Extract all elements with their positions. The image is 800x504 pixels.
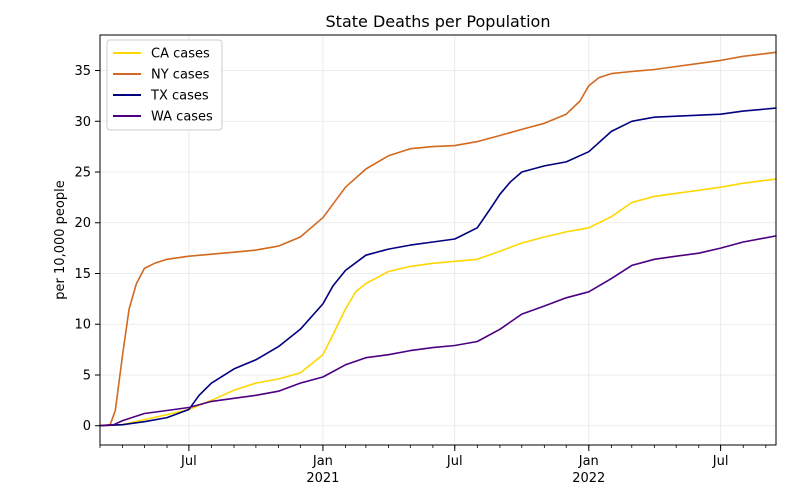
plot-frame — [99, 34, 777, 446]
y-tick-label: 25 — [74, 166, 91, 181]
grid-lines — [100, 35, 776, 445]
x-tick-year-label: 2022 — [572, 471, 605, 486]
x-tick-label: Jan — [578, 454, 599, 469]
series-lines — [99, 51, 777, 427]
x-tick-label: Jul — [180, 454, 197, 469]
chart-title: State Deaths per Population — [326, 12, 551, 31]
x-axis-ticks: Jul Jan 2021 Jul Jan 2022 Jul — [99, 445, 767, 486]
x-tick-label: Jan — [312, 454, 333, 469]
y-tick-label: 0 — [83, 419, 91, 434]
legend-label: TX cases — [150, 89, 209, 104]
x-tick-label: Jul — [712, 454, 729, 469]
series-line-wa-cases — [99, 235, 777, 427]
legend: CA cases NY cases TX cases WA cases — [106, 39, 223, 131]
legend-label: NY cases — [151, 68, 210, 83]
y-tick-label: 30 — [74, 115, 91, 130]
y-axis-label: per 10,000 people — [53, 180, 68, 299]
y-tick-label: 15 — [74, 267, 91, 282]
legend-label: WA cases — [151, 110, 213, 125]
y-tick-label: 20 — [74, 216, 91, 231]
series-line-ny-cases — [99, 51, 777, 427]
x-tick-year-label: 2021 — [306, 471, 339, 486]
y-axis-ticks: 0 5 10 15 20 25 30 35 — [74, 64, 100, 434]
series-line-ca-cases — [99, 178, 777, 427]
y-tick-label: 35 — [74, 64, 91, 79]
legend-box — [106, 39, 223, 131]
legend-label: CA cases — [151, 47, 210, 62]
x-tick-label: Jul — [446, 454, 463, 469]
y-tick-label: 10 — [74, 318, 91, 333]
y-tick-label: 5 — [83, 368, 91, 383]
series-line-tx-cases — [99, 107, 777, 427]
